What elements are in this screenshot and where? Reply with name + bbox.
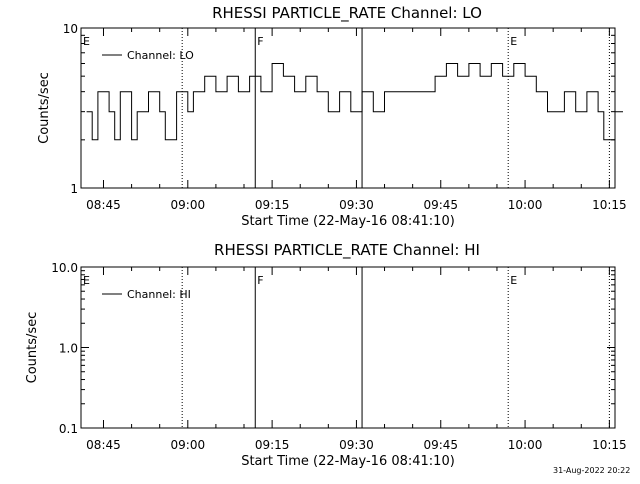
x-tick-label: 09:15 <box>255 198 290 212</box>
y-tick-label: 1.0 <box>59 342 78 356</box>
x-tick-label: 08:45 <box>86 438 121 452</box>
panel-2: RHESSI PARTICLE_RATE Channel: HI Counts/s… <box>25 241 627 469</box>
x-tick-label: 09:45 <box>423 438 458 452</box>
series-line-channel-lo <box>86 63 623 141</box>
y-tick-label: 0.1 <box>59 422 78 436</box>
y-tick-label: 10.0 <box>51 261 78 275</box>
x-tick-label: 09:30 <box>339 198 374 212</box>
legend-entry: Channel: LO <box>127 49 194 62</box>
x-tick-label: 09:00 <box>171 198 206 212</box>
generation-timestamp: 31-Aug-2022 20:22 <box>553 466 631 475</box>
y-axis-label: Counts/sec <box>37 72 52 144</box>
flag-label: F <box>257 35 263 48</box>
x-tick-label: 09:30 <box>339 438 374 452</box>
chart-title: RHESSI PARTICLE_RATE Channel: LO <box>212 4 482 23</box>
x-axis-label: Start Time (22-May-16 08:41:10) <box>241 454 455 469</box>
x-tick-label: 10:15 <box>592 198 627 212</box>
x-axis-label: Start Time (22-May-16 08:41:10) <box>241 214 455 229</box>
x-tick-label: 08:45 <box>86 198 121 212</box>
legend-entry: Channel: HI <box>127 288 191 301</box>
x-tick-label: 10:00 <box>508 438 543 452</box>
flag-label: F <box>257 274 263 287</box>
flag-label: E <box>510 35 517 48</box>
x-tick-label: 10:00 <box>508 198 543 212</box>
flag-label: E <box>83 274 90 287</box>
x-tick-label: 09:00 <box>171 438 206 452</box>
y-tick-label: 10 <box>63 22 78 36</box>
y-axis-label: Counts/sec <box>25 312 40 384</box>
chart-title: RHESSI PARTICLE_RATE Channel: HI <box>214 241 480 260</box>
plot-frame <box>80 27 616 189</box>
x-tick-label: 09:45 <box>423 198 458 212</box>
flag-label: E <box>83 35 90 48</box>
panel-1: RHESSI PARTICLE_RATE Channel: LO Counts/s… <box>37 4 627 229</box>
x-tick-label: 09:15 <box>255 438 290 452</box>
flag-label: E <box>510 274 517 287</box>
y-tick-label: 1 <box>70 182 78 196</box>
x-tick-label: 10:15 <box>592 438 627 452</box>
